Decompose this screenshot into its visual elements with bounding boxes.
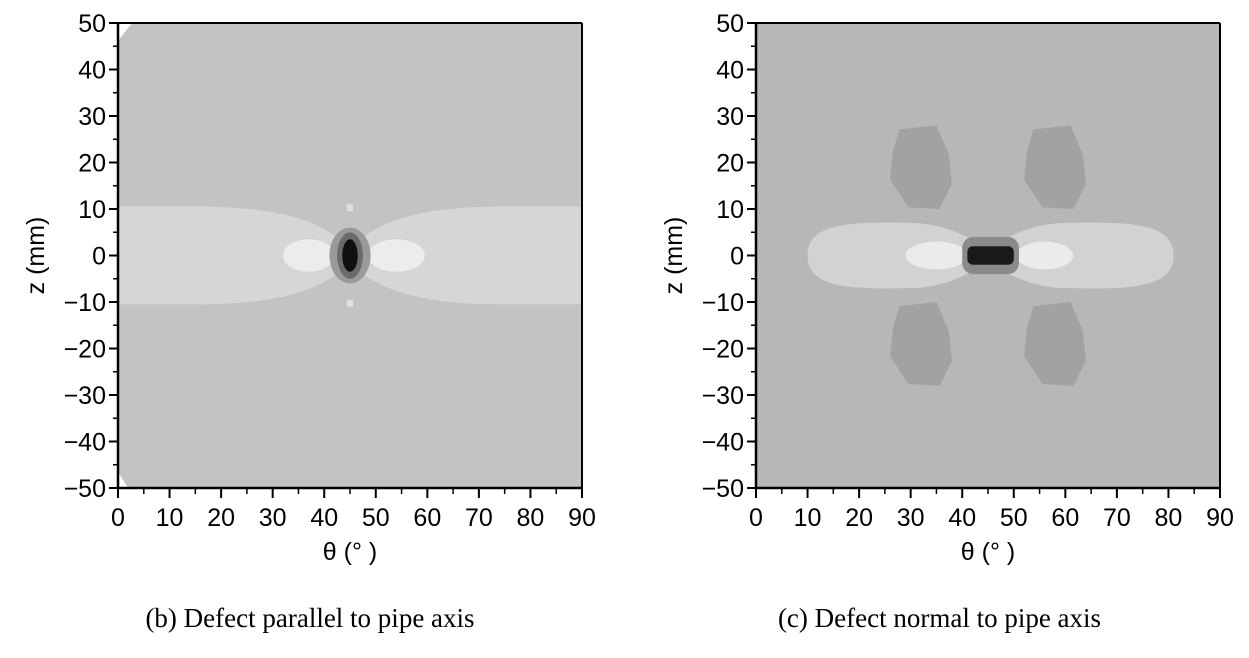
contour-quad-lower-right: [1024, 302, 1086, 386]
y-tick-label: 50: [716, 10, 744, 38]
x-tick-label: 90: [568, 504, 596, 532]
x-tick-label: 70: [1103, 504, 1131, 532]
x-tick-label: 40: [310, 504, 338, 532]
y-tick-label: −40: [702, 429, 744, 457]
contour-quad-upper-right: [1024, 125, 1086, 209]
y-axis-label: z (mm): [660, 217, 688, 295]
y-tick-label: 0: [92, 243, 106, 271]
y-tick-label: −10: [64, 289, 106, 317]
contour-quad-lower-left: [890, 302, 952, 386]
x-tick-label: 30: [259, 504, 287, 532]
y-tick-label: 30: [716, 103, 744, 131]
y-tick-label: −30: [702, 382, 744, 410]
x-tick-label: 70: [465, 504, 493, 532]
x-tick-label: 50: [1000, 504, 1028, 532]
x-tick-label: 60: [413, 504, 441, 532]
x-tick-label: 20: [207, 504, 235, 532]
contour-spot-right: [368, 239, 425, 272]
y-tick-label: 20: [716, 150, 744, 178]
plot-area: [756, 23, 1220, 488]
y-tick-label: 10: [78, 196, 106, 224]
y-tick-label: −30: [64, 382, 106, 410]
x-tick-label: 10: [156, 504, 184, 532]
corner-bottom-left: [118, 472, 128, 488]
y-tick-label: 30: [78, 103, 106, 131]
x-tick-label: 30: [897, 504, 925, 532]
x-tick-label: 90: [1206, 504, 1234, 532]
y-tick-label: 10: [716, 196, 744, 224]
contour-quad-upper-left: [890, 125, 952, 209]
contour-spot-left: [905, 241, 968, 270]
y-tick-label: 50: [78, 10, 106, 38]
x-tick-label: 10: [794, 504, 822, 532]
y-tick-label: 40: [78, 57, 106, 85]
y-tick-label: −10: [702, 289, 744, 317]
y-tick-label: 0: [730, 243, 744, 271]
defect-tip-bottom: [347, 299, 353, 307]
y-tick-label: 40: [716, 57, 744, 85]
plot-area: [118, 23, 582, 488]
contour-spot-right: [1016, 241, 1074, 270]
corner-top-left: [118, 23, 132, 41]
x-tick-label: 50: [362, 504, 390, 532]
x-tick-label: 0: [749, 504, 763, 532]
x-axis-label: θ (° ): [961, 538, 1015, 566]
y-tick-label: 20: [78, 150, 106, 178]
y-tick-label: −40: [64, 429, 106, 457]
x-tick-label: 60: [1051, 504, 1079, 532]
defect-tip-top: [347, 204, 353, 212]
y-tick-label: −50: [64, 475, 106, 503]
x-tick-label: 20: [845, 504, 873, 532]
caption-c: (c) Defect normal to pipe axis: [777, 603, 1102, 633]
contour-defect-core: [342, 239, 358, 272]
x-tick-label: 0: [111, 504, 125, 532]
chart-panel-c: 50 40 30 20 10 0 −10 −20 −30 −40 −50 0 10 20 30 40 50 60 7…: [630, 0, 1249, 658]
x-axis-label: θ (° ): [323, 538, 377, 566]
contour-defect-core: [967, 246, 1014, 265]
x-tick-label: 80: [517, 504, 545, 532]
x-tick-label: 40: [948, 504, 976, 532]
y-tick-label: −20: [702, 336, 744, 364]
y-axis-label: z (mm): [22, 217, 50, 295]
caption-b: (b) Defect parallel to pipe axis: [145, 603, 475, 633]
contour-spot-left: [282, 239, 335, 272]
y-tick-label: −20: [64, 336, 106, 364]
chart-panel-b: 50 40 30 20 10 0 −10 −20 −30 −40 −50 0 10 20 30 40 50 60 7…: [0, 0, 620, 658]
y-tick-label: −50: [702, 475, 744, 503]
x-tick-label: 80: [1155, 504, 1183, 532]
